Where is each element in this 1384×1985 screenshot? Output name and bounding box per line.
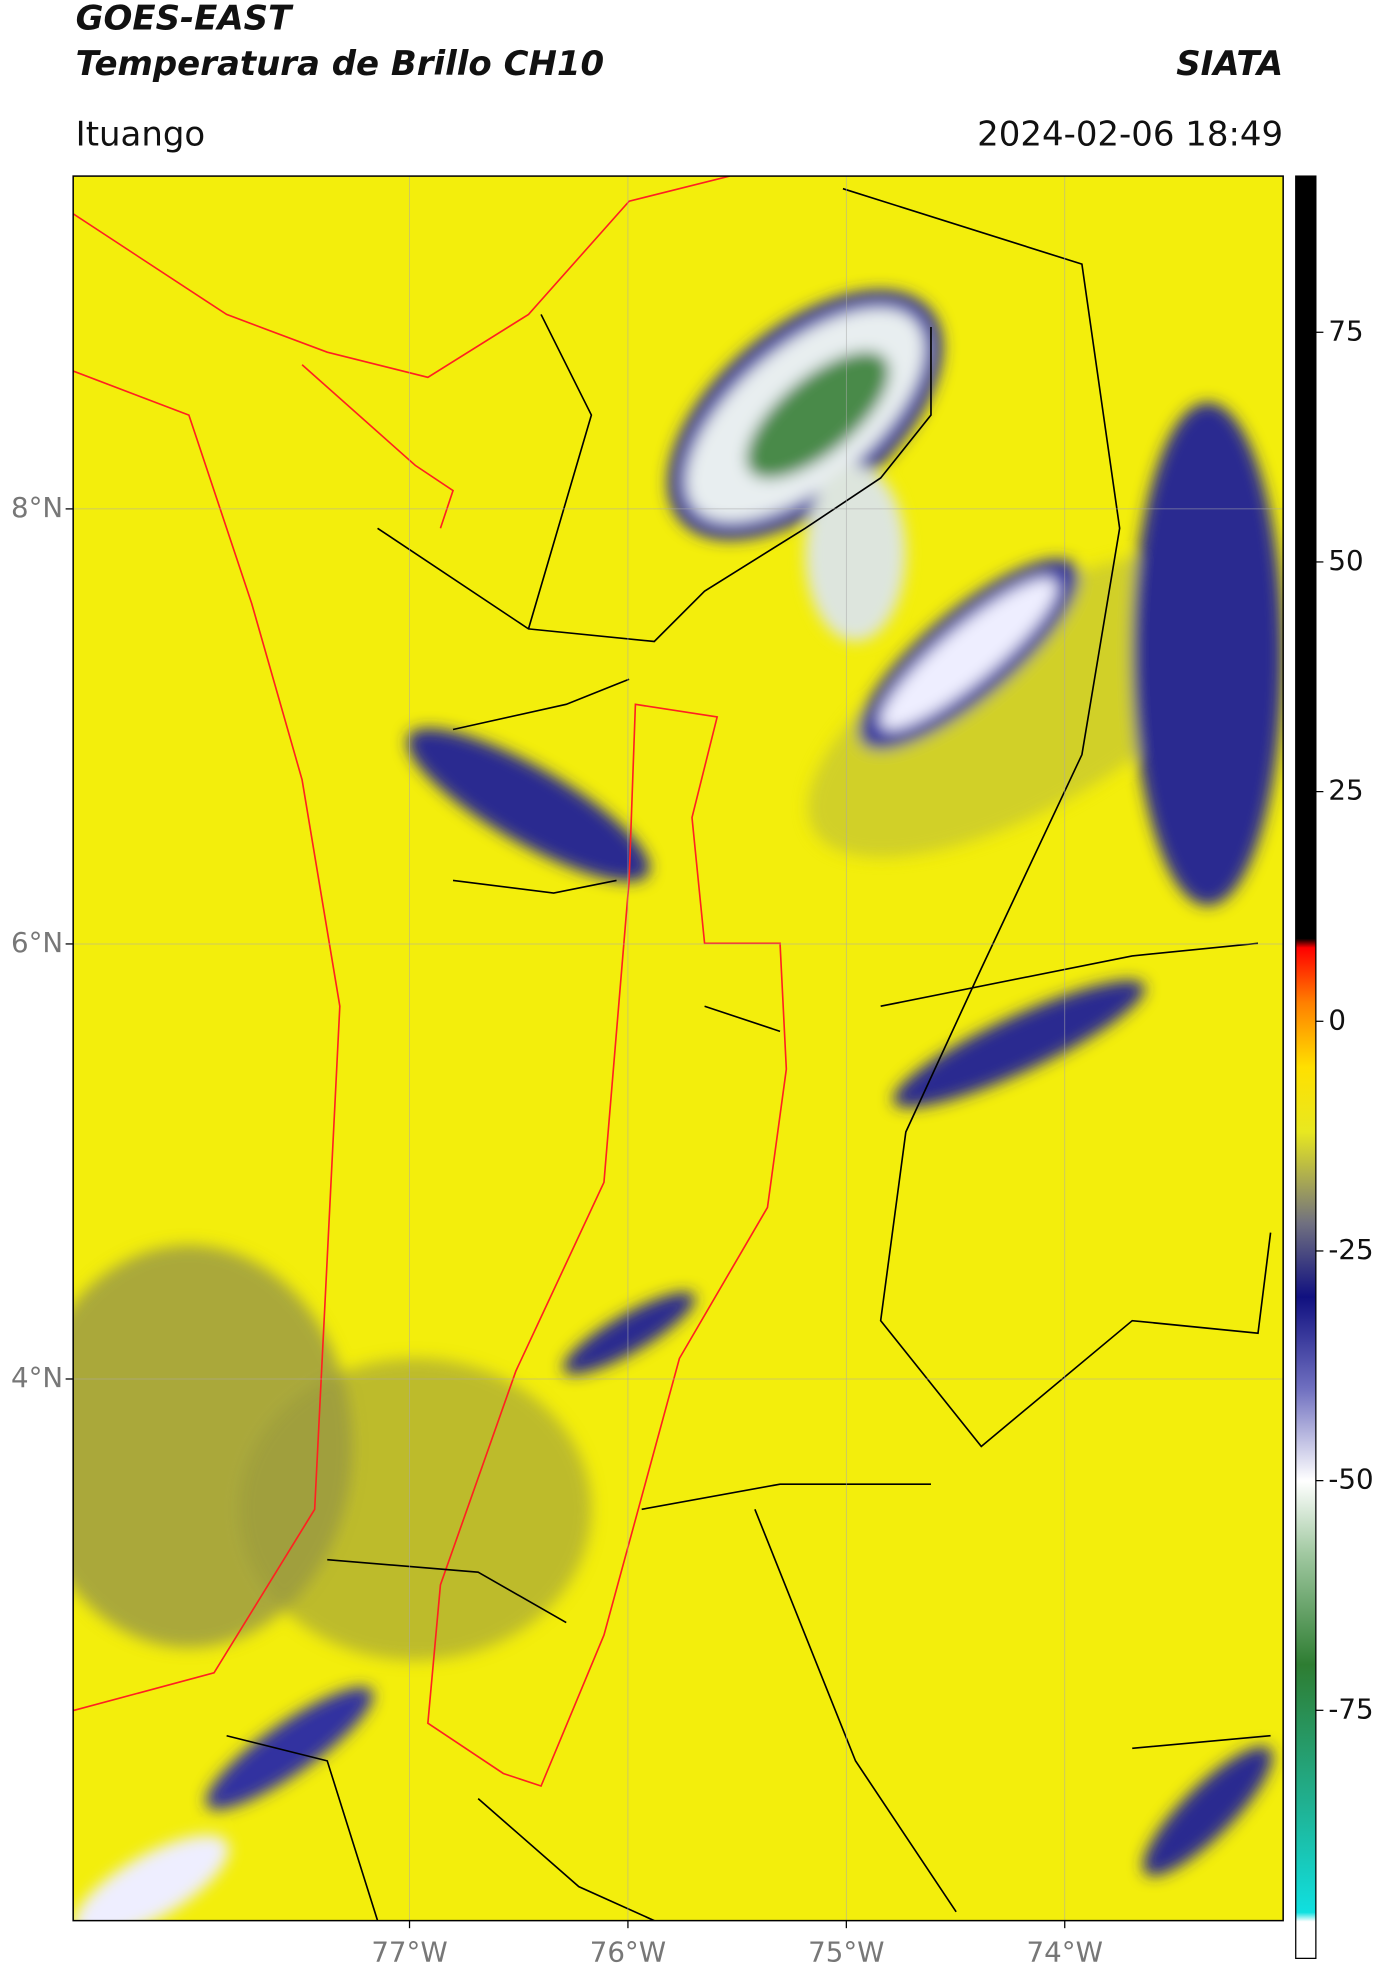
org: SIATA [1176,44,1283,84]
colorbar-tick-label: 0 [1328,1003,1346,1036]
x-tick-label: 76°W [590,1935,666,1968]
borders [73,176,1272,1921]
title: GOES-EAST [76,0,294,39]
colorbar-tick-label: 50 [1328,544,1363,577]
datetime: 2024-02-06 18:49 [977,114,1283,154]
location: Ituango [76,114,206,154]
colorbar-tick-label: 25 [1328,774,1363,807]
y-tick-label: 4°N [11,1361,63,1394]
map-background [73,176,1284,1921]
x-tick-label: 75°W [808,1935,884,1968]
colorbar-tick-label: -25 [1328,1233,1373,1266]
y-tick-label: 6°N [11,926,63,959]
colorbar-tick-label: -75 [1328,1692,1373,1725]
x-tick-label: 77°W [371,1935,447,1968]
y-tick-label: 8°N [11,491,63,524]
x-tick-label: 74°W [1027,1935,1103,1968]
map-frame [72,175,1284,1922]
colorbar-tick-label: -50 [1328,1463,1373,1496]
colorbar-tick-label: 75 [1328,314,1363,347]
colorbar [1295,175,1317,1959]
cloud-field [73,290,1284,1921]
subtitle: Temperatura de Brillo CH10 [76,44,604,84]
